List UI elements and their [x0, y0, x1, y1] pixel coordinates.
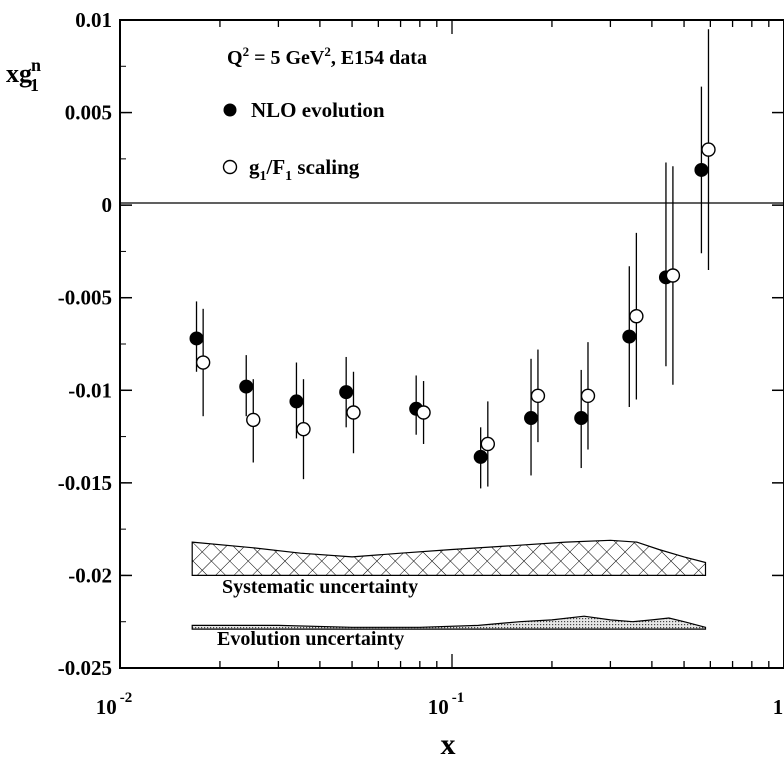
scaling-point	[296, 421, 311, 437]
x-tick-label-base: 10	[428, 695, 449, 719]
nlo-point	[694, 162, 709, 177]
scaling-point	[629, 309, 644, 324]
chart-title-mid: = 5 GeV	[249, 47, 325, 69]
scaling-point	[480, 436, 496, 452]
legend-label-scaling-sub1: 1	[260, 169, 267, 184]
scaling-point	[530, 388, 546, 404]
y-axis-title: xgn 1	[6, 55, 41, 95]
x-tick-label-base: 1	[773, 695, 784, 719]
band-label-systematic: Systematic uncertainty	[222, 576, 418, 598]
x-tick-label: 1	[773, 695, 784, 719]
legend-marker-nlo	[223, 103, 237, 117]
chart-title-tail: , E154 data	[331, 47, 427, 69]
scaling-point	[346, 405, 361, 420]
scaling-point	[580, 388, 596, 404]
evolution-band	[191, 615, 707, 630]
chart-title: Q2 = 5 GeV2, E154 data	[227, 44, 427, 69]
y-tick-label: -0.01	[68, 378, 112, 402]
nlo-point	[339, 385, 354, 400]
band-label-evolution: Evolution uncertainty	[217, 628, 404, 650]
legend-marker-scaling	[222, 159, 238, 175]
legend-label-scaling-tail: scaling	[292, 155, 360, 179]
scaling-point	[246, 412, 261, 428]
y-tick-label: -0.005	[58, 286, 112, 310]
legend-label-scaling-mid: /F	[266, 155, 286, 179]
y-tick-label: -0.015	[58, 471, 112, 495]
x-tick-label-exponent: -2	[120, 690, 133, 706]
x-tick-label-base: 10	[96, 695, 117, 719]
x-axis-title: x	[441, 728, 456, 761]
y-tick-label: -0.02	[68, 563, 112, 587]
legend-label-scaling-sub2: 1	[285, 169, 292, 184]
chart-title-q: Q	[227, 47, 243, 69]
legend-label-scaling: g1/F1 scaling	[249, 155, 360, 184]
nlo-point	[289, 394, 304, 409]
y-tick-label: -0.025	[58, 656, 112, 680]
y-axis-title-subscript: 1	[30, 75, 39, 95]
scaling-point	[195, 355, 211, 370]
x-tick-label-exponent: -1	[452, 690, 465, 706]
x-tick-label: 10 -1	[428, 690, 465, 719]
legend-label-scaling-g: g	[249, 155, 260, 179]
scaling-point	[701, 142, 716, 157]
legend-label-nlo: NLO evolution	[251, 98, 385, 122]
y-tick-label: 0	[102, 193, 113, 217]
nlo-point	[524, 411, 539, 426]
nlo-point	[622, 329, 637, 344]
nlo-point	[574, 411, 589, 426]
y-tick-label: 0.01	[75, 8, 112, 32]
scaling-point	[665, 268, 681, 283]
chart-title-sup2: 2	[324, 44, 331, 59]
scaling-point	[416, 405, 431, 420]
nlo-point	[473, 449, 488, 464]
y-tick-label: 0.005	[65, 101, 112, 125]
chart-title-sup1: 2	[243, 44, 250, 59]
nlo-point	[239, 379, 254, 394]
x-tick-label: 10 -2	[96, 690, 133, 719]
y-axis-title-main: xg	[6, 59, 32, 88]
systematic-band	[191, 539, 707, 576]
nlo-point	[189, 331, 204, 346]
y-axis-title-superscript: n	[31, 55, 41, 75]
